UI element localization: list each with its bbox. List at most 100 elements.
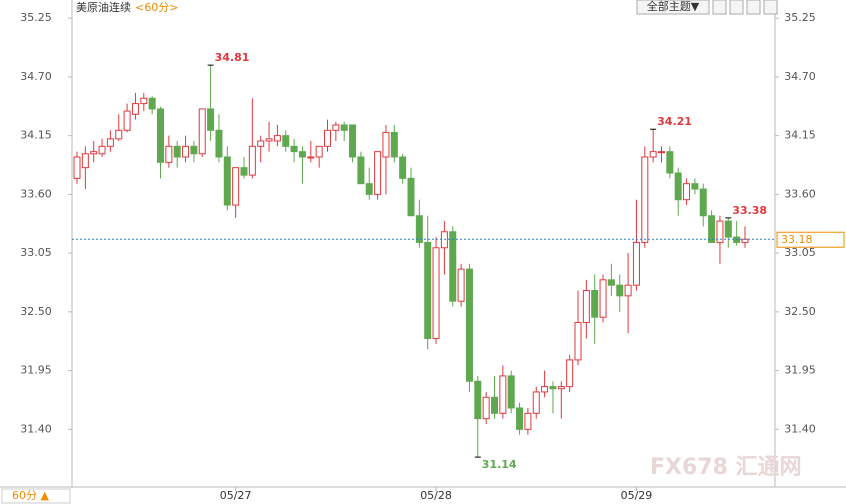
y2-tick-label: 32.50: [784, 305, 816, 318]
candle-body: [223, 156, 231, 206]
candle-body: [257, 140, 265, 147]
candle-body: [332, 124, 340, 131]
candle-body: [574, 322, 582, 361]
candle-body: [157, 108, 164, 163]
period-label[interactable]: 60分 ▲: [12, 489, 49, 502]
y-tick-label: 31.40: [20, 422, 52, 435]
candle-body: [582, 289, 590, 324]
candle-body: [415, 215, 423, 243]
candle-body: [390, 131, 398, 158]
candle-body: [357, 156, 365, 185]
candle-body: [399, 156, 407, 179]
annotation-label: 33.38: [732, 204, 767, 217]
candle-body: [432, 247, 440, 340]
y-tick-label: 32.50: [20, 305, 52, 318]
annotation-label: 34.81: [215, 51, 250, 64]
candle-body: [683, 183, 691, 201]
candle-body: [474, 380, 482, 420]
candle-body: [616, 284, 624, 297]
candle-body: [691, 183, 699, 190]
candle-body: [98, 145, 106, 155]
candle-body: [81, 153, 89, 169]
candle-body: [599, 279, 607, 318]
tool-button[interactable]: [712, 0, 727, 15]
candle-body: [708, 215, 716, 243]
candle-body: [666, 151, 674, 174]
x-tick-label: 05/27: [220, 489, 252, 502]
y2-tick-label: 33.05: [784, 246, 816, 259]
candle-body: [349, 124, 357, 158]
y2-tick-label: 31.40: [784, 422, 816, 435]
candle-body: [407, 177, 415, 217]
candle-body: [265, 138, 273, 142]
tool-button[interactable]: [729, 0, 744, 15]
y2-tick-label: 31.95: [784, 364, 816, 377]
candle-body: [541, 386, 549, 393]
candle-body: [190, 145, 198, 155]
candle-body: [624, 284, 632, 297]
y-tick-label: 35.25: [20, 11, 52, 24]
menu-label[interactable]: 全部主题▼: [647, 0, 700, 13]
candle-body: [232, 167, 240, 206]
y-tick-label: 34.70: [20, 70, 52, 83]
candle-body: [649, 151, 657, 158]
candle-body: [374, 151, 382, 195]
annotation-label: 34.21: [657, 115, 692, 128]
tool-button[interactable]: [746, 0, 761, 15]
candle-body: [591, 289, 599, 318]
candle-body: [315, 145, 323, 158]
candle-body: [182, 145, 190, 158]
candle-body: [282, 135, 290, 147]
candle-body: [115, 129, 123, 140]
y-tick-label: 31.95: [20, 364, 52, 377]
watermark: FX678 汇通网: [650, 455, 802, 480]
menu-button[interactable]: [636, 0, 710, 15]
candle-body: [532, 391, 540, 414]
candle-body: [699, 188, 707, 217]
y2-tick-label: 33.60: [784, 187, 816, 200]
candle-body: [724, 220, 732, 238]
candle-body: [499, 375, 507, 414]
last-price-label: 33.18: [781, 233, 813, 246]
candle-body: [365, 183, 373, 195]
candle-body: [90, 151, 98, 155]
candle-body: [557, 386, 565, 390]
annotation-label: 31.14: [482, 458, 517, 471]
candle-body: [674, 172, 682, 201]
y-tick-label: 34.15: [20, 129, 52, 142]
candle-body: [207, 108, 215, 131]
candle-body: [73, 156, 81, 179]
tool-button[interactable]: [763, 0, 778, 15]
candle-body: [198, 108, 206, 155]
candle-body: [549, 386, 557, 390]
candle-body: [733, 236, 741, 243]
y-tick-label: 33.60: [20, 187, 52, 200]
candle-body: [382, 131, 390, 158]
candle-body: [106, 138, 114, 147]
candle-body: [173, 145, 181, 158]
candle-body: [307, 156, 315, 159]
candle-body: [148, 97, 156, 110]
candle-body: [123, 110, 131, 131]
x-tick-label: 05/29: [621, 489, 653, 502]
candle-body: [457, 268, 465, 302]
candle-body: [273, 135, 281, 142]
y-tick-label: 33.05: [20, 246, 52, 259]
candle-body: [290, 145, 298, 153]
candle-body: [298, 151, 306, 158]
candle-body: [507, 375, 515, 409]
x-tick-label: 05/28: [420, 489, 452, 502]
candle-body: [482, 396, 490, 420]
candle-body: [491, 396, 498, 414]
candle-body: [449, 231, 457, 302]
period-button[interactable]: [1, 488, 71, 504]
y2-tick-label: 35.25: [784, 11, 816, 24]
candle-body: [465, 268, 473, 382]
candle-body: [607, 279, 615, 286]
candle-body: [240, 167, 248, 176]
candle-body: [424, 241, 432, 340]
candle-body: [524, 412, 532, 430]
candle-body: [658, 151, 665, 154]
